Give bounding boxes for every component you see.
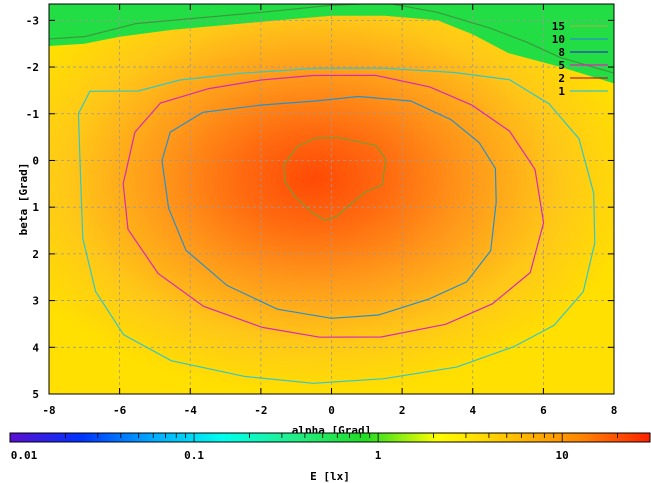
x-tick-label: -6 — [113, 404, 127, 417]
colorbar-tick-label: 10 — [556, 449, 569, 462]
contour-line-5 — [122, 74, 545, 338]
x-tick-label: 8 — [611, 404, 618, 417]
legend-label: 2 — [558, 72, 565, 85]
grid — [48, 4, 615, 395]
colorbar-tick-label: 0.01 — [11, 449, 38, 462]
y-tick-label: -2 — [26, 61, 39, 74]
colorbar-tick-label: 0.1 — [184, 449, 204, 462]
y-tick-label: -1 — [26, 108, 40, 121]
y-tick-label: 0 — [32, 154, 39, 167]
y-tick-label: 1 — [32, 201, 39, 214]
y-tick-label: 5 — [32, 388, 39, 401]
contour-line-15 — [283, 137, 387, 221]
colorbar-label: E [lx] — [310, 470, 350, 483]
legend-label: 1 — [558, 85, 565, 98]
x-tick-label: 4 — [469, 404, 476, 417]
x-tick-label: 6 — [540, 404, 547, 417]
y-tick-label: 4 — [32, 341, 39, 354]
x-tick-label: 2 — [399, 404, 406, 417]
legend-label: 15 — [552, 20, 565, 33]
x-tick-label: 0 — [328, 404, 335, 417]
y-tick-label: -3 — [26, 14, 39, 27]
legend-label: 10 — [552, 33, 565, 46]
colorbar: 0.01 0.1 1 10 — [9, 432, 651, 462]
y-axis-label: beta [Grad] — [17, 163, 30, 236]
legend-label: 8 — [558, 46, 565, 59]
contour-line-1 — [77, 67, 596, 384]
y-tick-label: 3 — [32, 295, 39, 308]
colorbar-tick-label: 1 — [375, 449, 382, 462]
legend-label: 5 — [558, 59, 565, 72]
contour-line-10 — [161, 95, 497, 319]
x-tick-label: -2 — [254, 404, 267, 417]
y-tick-label: 2 — [32, 248, 39, 261]
x-tick-label: -4 — [184, 404, 198, 417]
x-tick-label: -8 — [42, 404, 55, 417]
